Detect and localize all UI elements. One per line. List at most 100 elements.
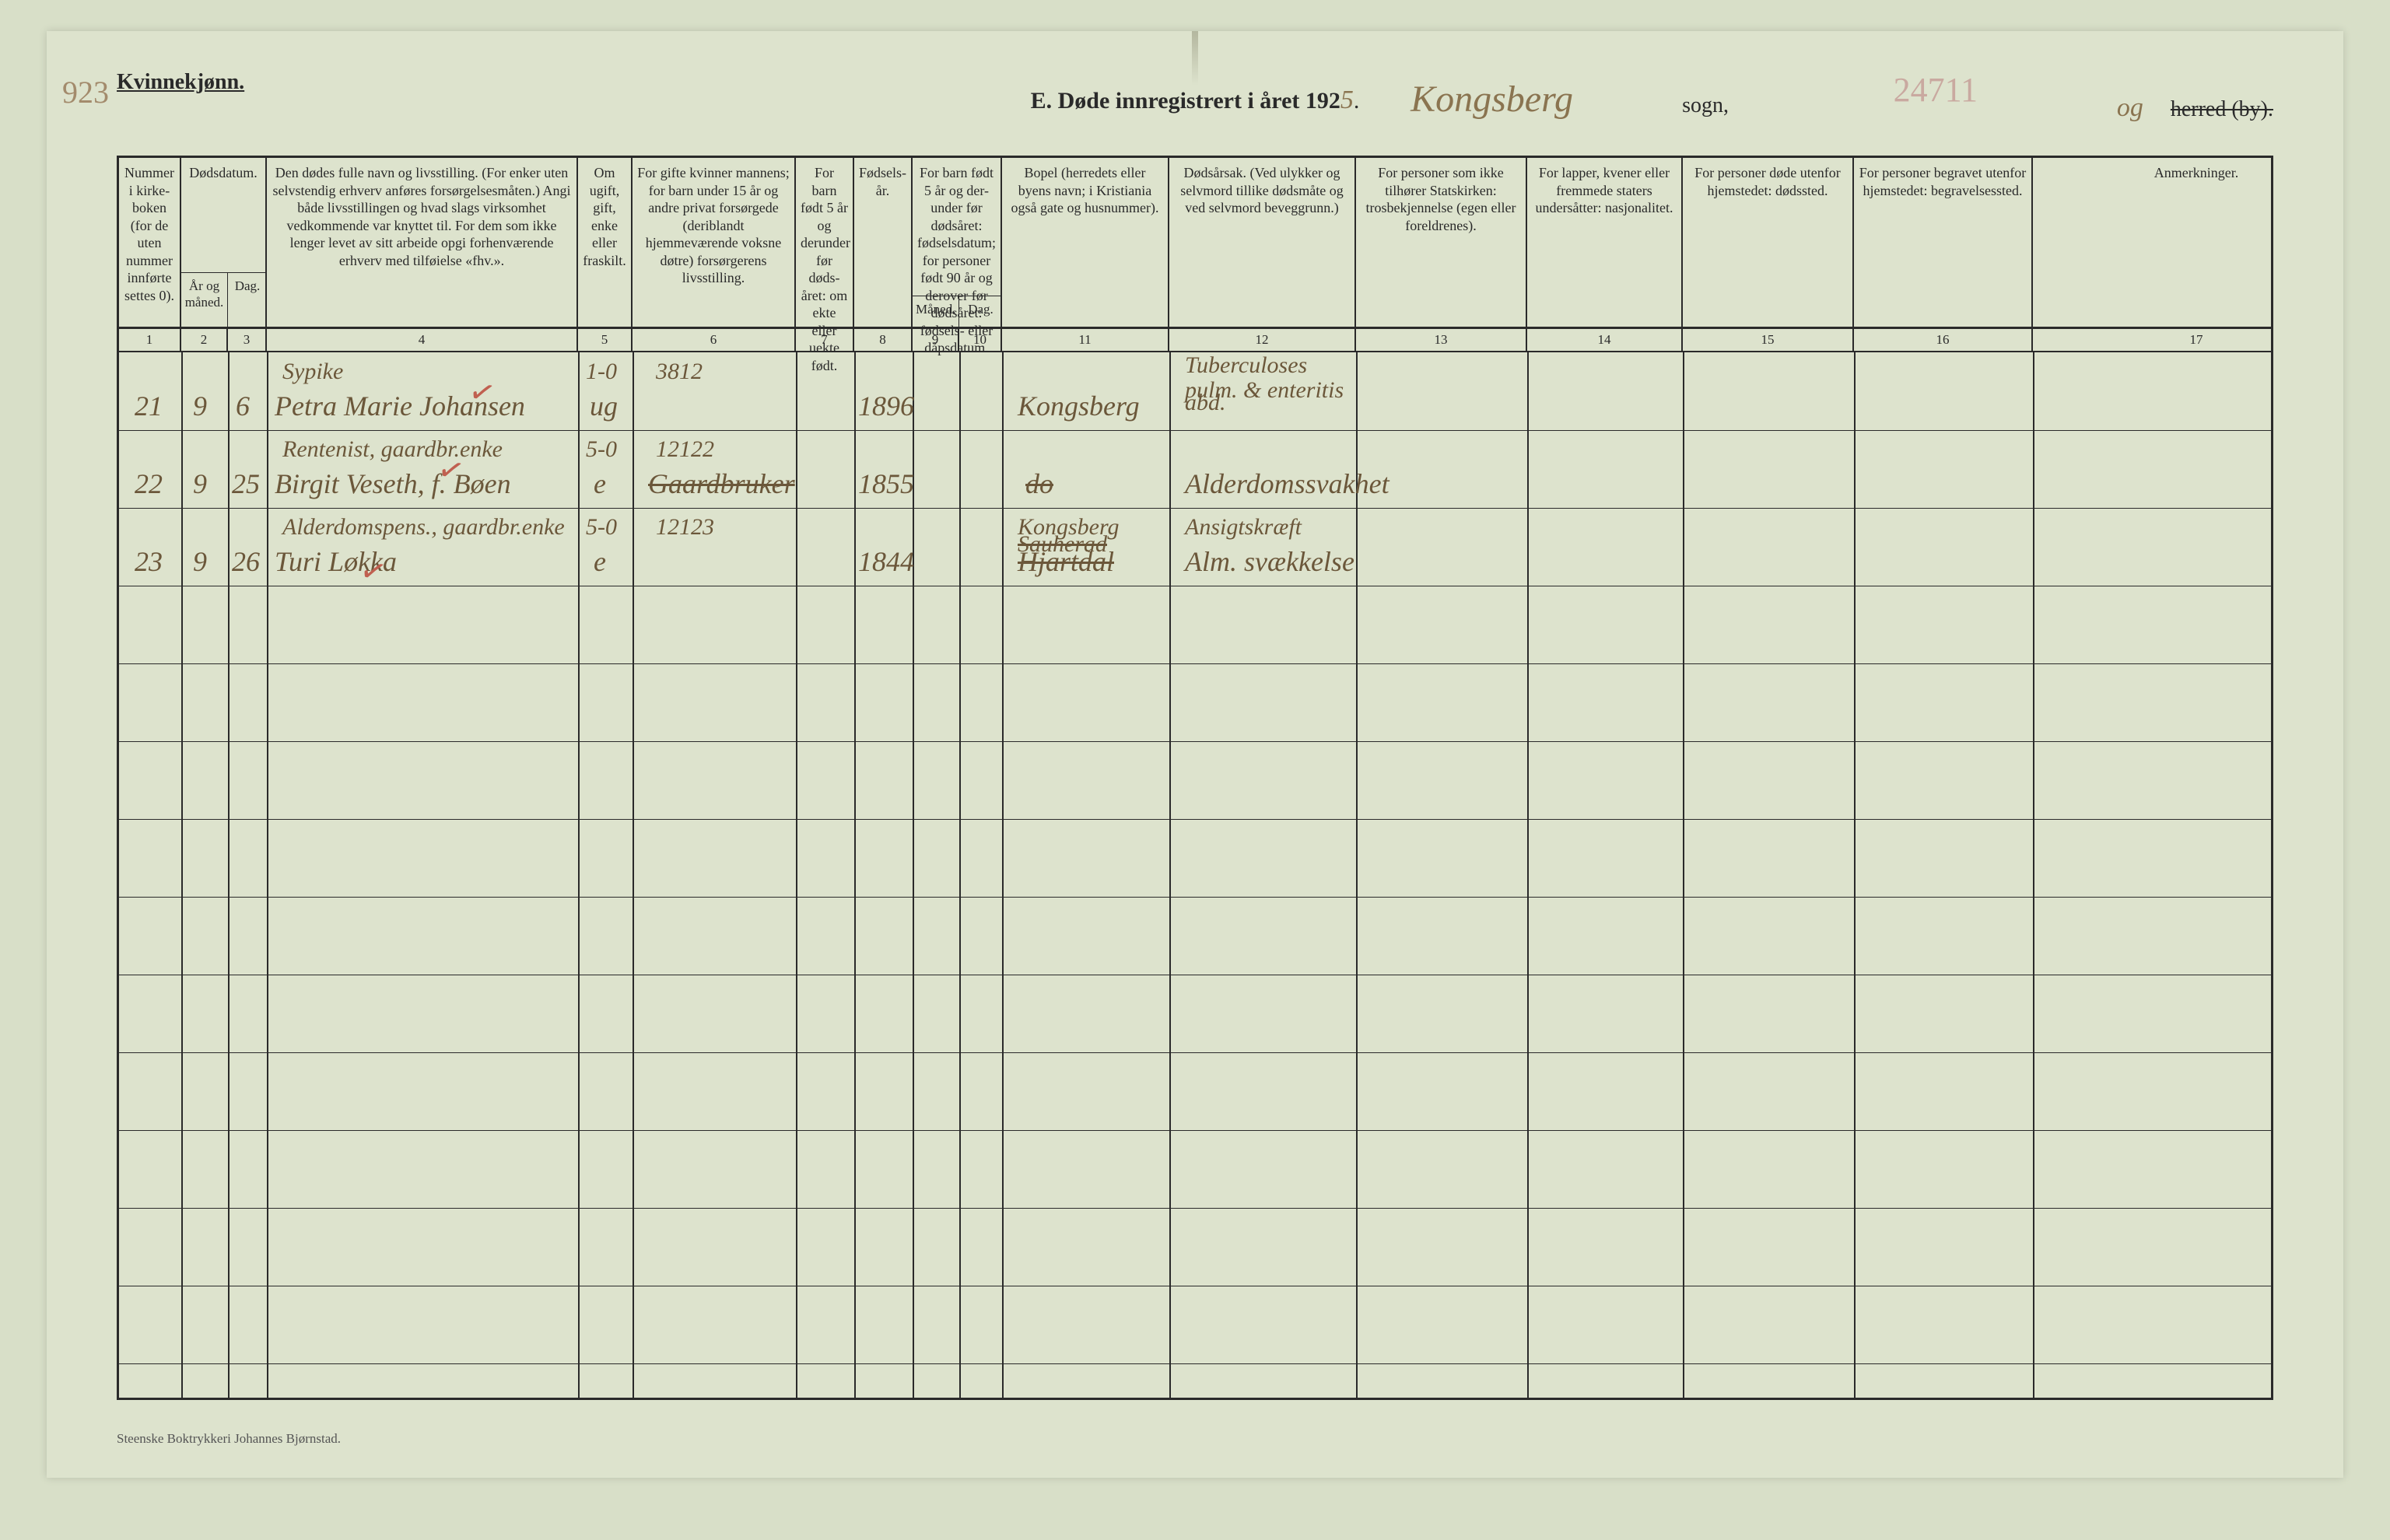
vline xyxy=(959,352,961,1398)
row-line xyxy=(119,508,2271,509)
col-number: 15 xyxy=(1683,329,1854,351)
header-col: For personer som ikke tilhører Statskirk… xyxy=(1356,158,1527,327)
vline xyxy=(1169,352,1171,1398)
subcol: Måned. xyxy=(913,296,959,327)
handwritten-cell: 9 xyxy=(193,390,207,422)
row-line xyxy=(119,1208,2271,1209)
handwritten-cell: abd. xyxy=(1185,390,1226,416)
og-hand: og xyxy=(2117,93,2143,122)
handwritten-cell: 9 xyxy=(193,545,207,578)
header-col: Den dødes fulle navn og livsstilling. (F… xyxy=(267,158,578,327)
title: E. Døde innregistrert i året 1925. xyxy=(1031,86,1360,115)
handwritten-cell: 1896 xyxy=(858,390,914,422)
vline xyxy=(1683,352,1684,1398)
handwritten-cell: Ansigtskræft xyxy=(1185,514,1302,541)
handwritten-cell: 12123 xyxy=(656,514,714,541)
subcol: Dag. xyxy=(228,272,267,327)
header-col: For lapper, kvener eller fremmede stater… xyxy=(1527,158,1683,327)
row-line xyxy=(119,663,2271,664)
row-line xyxy=(119,430,2271,431)
code-hand: 24711 xyxy=(1894,70,1978,110)
col-number: 11 xyxy=(1002,329,1169,351)
page: 9 23 Kvinnekjønn. E. Døde innregistrert i… xyxy=(47,31,2343,1478)
col-number: 8 xyxy=(854,329,913,351)
col-number: 1 xyxy=(119,329,181,351)
header-col: Dødsdatum.År og måned.Dag. xyxy=(181,158,267,327)
subcol: År og måned. xyxy=(181,272,228,327)
col-number: 17 xyxy=(2033,329,2360,351)
handwritten-cell: 5-0 xyxy=(586,436,617,463)
vline xyxy=(228,352,230,1398)
handwritten-cell: 25 xyxy=(232,467,260,500)
row-line xyxy=(119,1052,2271,1053)
vline xyxy=(1356,352,1358,1398)
handwritten-cell: 5-0 xyxy=(586,514,617,541)
handwritten-cell: e xyxy=(594,467,606,500)
handwritten-cell: 23 xyxy=(135,545,163,578)
header-col: Dødsårsak. (Ved ulykker og selvmord till… xyxy=(1169,158,1356,327)
col-number: 12 xyxy=(1169,329,1356,351)
vline xyxy=(1527,352,1529,1398)
header-col: For gifte kvinner mannens; for barn unde… xyxy=(633,158,796,327)
col-number: 6 xyxy=(633,329,796,351)
vline xyxy=(2033,352,2034,1398)
header-col: For barn født 5 år og der-under før døds… xyxy=(913,158,1002,327)
printer-footer: Steenske Boktrykkeri Johannes Bjørnstad. xyxy=(117,1431,341,1447)
parish-label: sogn, xyxy=(1682,93,1729,118)
handwritten-cell: Rentenist, gaardbr.enke xyxy=(282,436,503,463)
subcol: Dag. xyxy=(959,296,1002,327)
herred-struck: herred (by). xyxy=(2171,97,2273,121)
col-number: 3 xyxy=(228,329,267,351)
header-col: Anmerkninger. xyxy=(2033,158,2360,327)
handwritten-cell: 3812 xyxy=(656,359,703,385)
header-col: Bopel (herredets eller byens navn; i Kri… xyxy=(1002,158,1169,327)
header-col: For personer døde utenfor hjemstedet: dø… xyxy=(1683,158,1854,327)
title-year-hand: 5 xyxy=(1340,86,1354,114)
column-number-row: 1234567891011121314151617 xyxy=(119,329,2271,352)
vline xyxy=(1854,352,1856,1398)
parish-hand: Kongsberg xyxy=(1411,78,1573,121)
gender-label: Kvinnekjønn. xyxy=(117,70,244,95)
handwritten-cell: 22 xyxy=(135,467,163,500)
handwritten-cell: 6 xyxy=(236,390,250,422)
handwritten-cell: Kongsberg xyxy=(1018,390,1140,422)
handwritten-cell: Birgit Veseth, f. Bøen xyxy=(275,467,511,500)
row-line xyxy=(119,741,2271,742)
handwritten-cell: 12122 xyxy=(656,436,714,463)
header: Kvinnekjønn. E. Døde innregistrert i åre… xyxy=(117,70,2273,140)
header-col: For barn født 5 år og derunder før døds-… xyxy=(796,158,854,327)
vline xyxy=(633,352,634,1398)
handwritten-cell: do xyxy=(1025,467,1053,500)
handwritten-cell: e xyxy=(594,545,606,578)
row-line xyxy=(119,1130,2271,1131)
col-number: 7 xyxy=(796,329,854,351)
handwritten-cell: Alderdomssvakhet xyxy=(1185,467,1389,500)
vline xyxy=(267,352,268,1398)
col-number: 4 xyxy=(267,329,578,351)
handwritten-cell: 21 xyxy=(135,390,163,422)
handwritten-cell: 1-0 xyxy=(586,359,617,385)
handwritten-cell: Alderdomspens., gaardbr.enke xyxy=(282,514,565,541)
handwritten-cell: Hjartdal xyxy=(1018,545,1114,578)
header-col: Fødsels-år. xyxy=(854,158,913,327)
col-number: 5 xyxy=(578,329,633,351)
vline xyxy=(796,352,797,1398)
vline xyxy=(854,352,856,1398)
vline xyxy=(578,352,580,1398)
title-prefix: E. Døde innregistrert i året 192 xyxy=(1031,88,1340,114)
header-col: Om ugift, gift, enke eller fraskilt. xyxy=(578,158,633,327)
district-label: og herred (by). xyxy=(2117,93,2273,123)
handwritten-cell: ug xyxy=(590,390,618,422)
handwritten-cell: 9 xyxy=(193,467,207,500)
table-header: Nummer i kirke-boken (for de uten nummer… xyxy=(119,158,2271,329)
handwritten-cell: 1844 xyxy=(858,545,914,578)
col-number: 13 xyxy=(1356,329,1527,351)
vline xyxy=(913,352,914,1398)
vline xyxy=(1002,352,1004,1398)
header-col: For personer begravet utenfor hjemstedet… xyxy=(1854,158,2033,327)
handwritten-cell: 26 xyxy=(232,545,260,578)
handwritten-cell: Alm. svækkelse xyxy=(1185,545,1354,578)
row-line xyxy=(119,819,2271,820)
title-suffix: . xyxy=(1354,88,1360,114)
handwritten-cell: Gaardbruker xyxy=(648,467,795,500)
